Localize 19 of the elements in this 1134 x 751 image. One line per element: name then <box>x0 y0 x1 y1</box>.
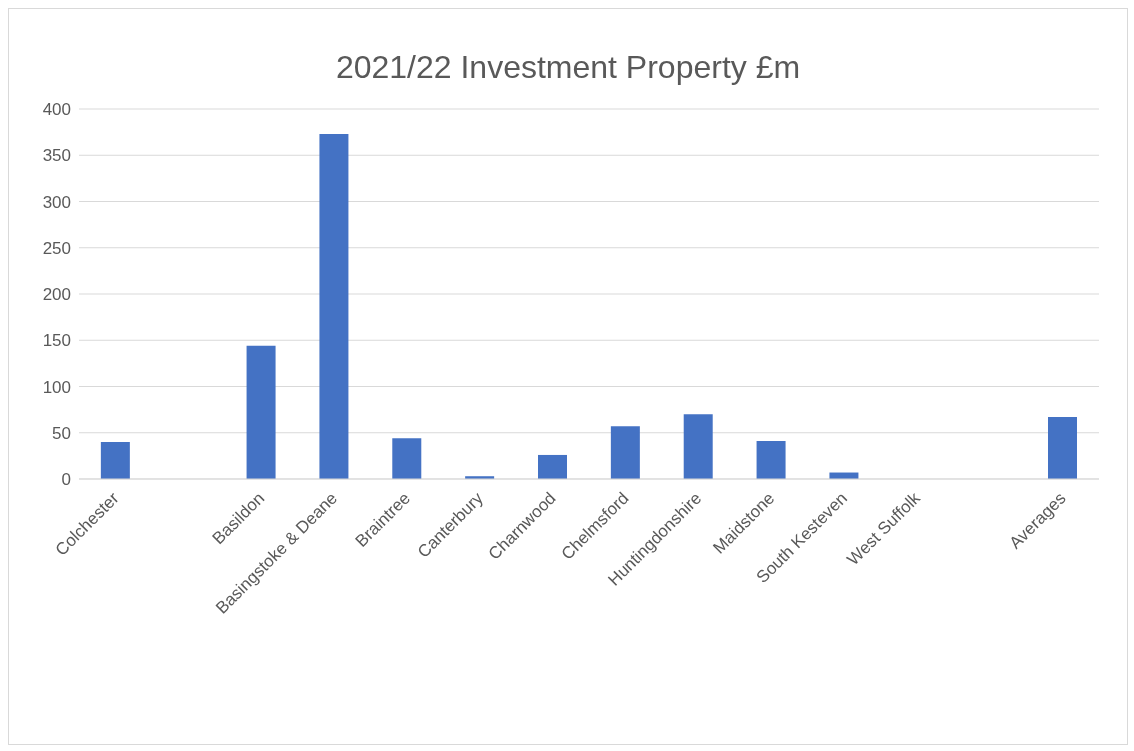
y-tick-label: 50 <box>52 423 71 443</box>
y-tick-label: 350 <box>42 146 71 166</box>
bar <box>538 454 567 479</box>
bar <box>683 414 713 479</box>
bar <box>319 133 349 479</box>
y-tick-label: 300 <box>42 192 71 212</box>
y-tick-label: 100 <box>42 377 71 397</box>
bar <box>610 426 640 479</box>
y-tick-label: 400 <box>42 100 71 120</box>
y-tick-label: 150 <box>42 331 71 351</box>
bar <box>756 441 786 479</box>
y-tick-label: 250 <box>42 238 71 258</box>
chart-title: 2021/22 Investment Property £m <box>334 49 802 87</box>
bar <box>392 438 422 479</box>
y-tick-label: 200 <box>42 285 71 305</box>
y-tick-label: 0 <box>61 470 71 490</box>
bar <box>1048 417 1077 479</box>
bar <box>246 345 276 479</box>
bar <box>100 442 130 479</box>
